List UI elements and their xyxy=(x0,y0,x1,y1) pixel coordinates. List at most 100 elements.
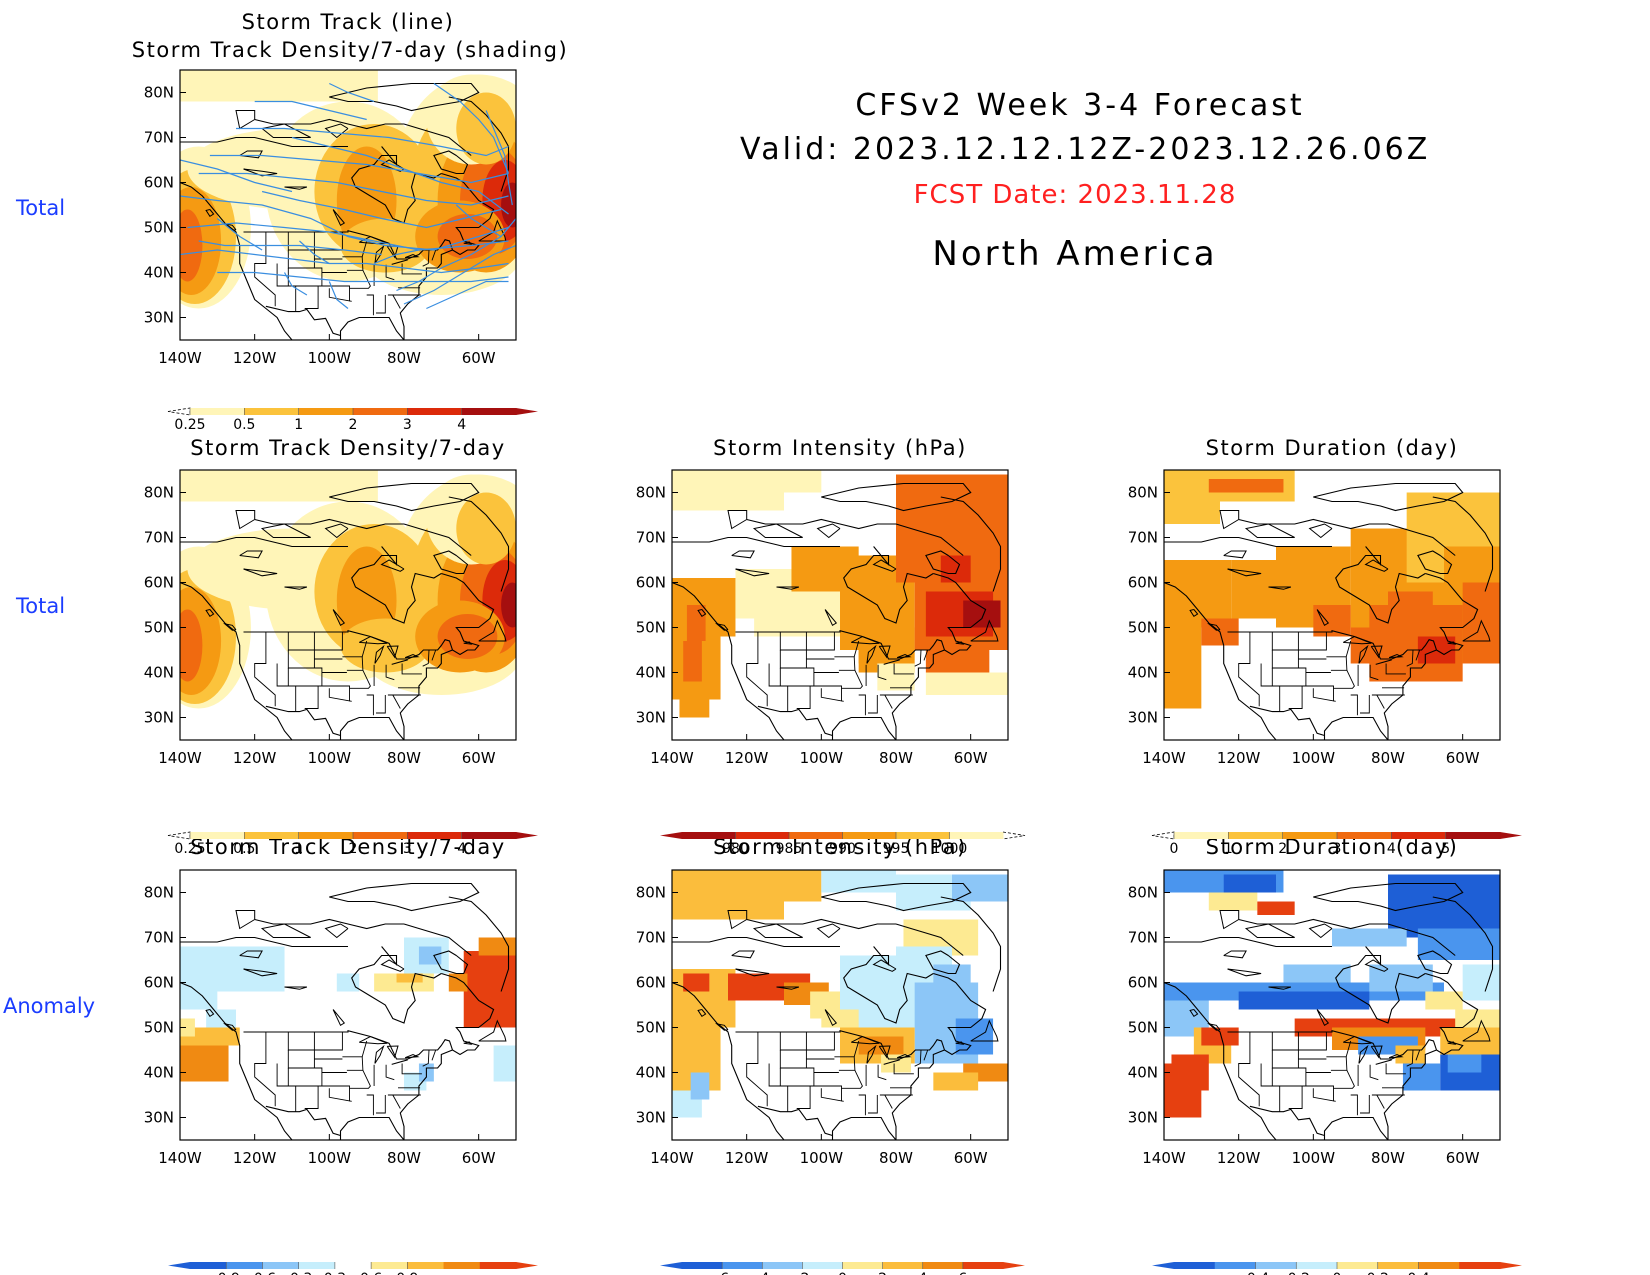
state-border-8 xyxy=(1305,1085,1334,1102)
colorbar-swatch xyxy=(298,1262,336,1269)
colorbar-over-arrow xyxy=(1500,832,1522,839)
intensity-anomaly-cell xyxy=(683,973,710,992)
colorbar-label: 2 xyxy=(1278,841,1287,857)
map-content xyxy=(672,870,1008,1140)
map-frame xyxy=(1163,869,1501,1141)
lat-tick-label: 40N xyxy=(144,264,174,282)
colorbar-label: 995 xyxy=(883,841,910,857)
colorbar-label: 985 xyxy=(776,841,803,857)
coastline-1 xyxy=(784,739,786,740)
colorbar-swatch xyxy=(1255,1262,1297,1269)
colorbar-density: 0.25 0.5 1 2 3 4 xyxy=(167,831,538,857)
island-outline-5 xyxy=(1308,523,1333,539)
lon-tick-label: 120W xyxy=(1217,749,1261,767)
island-outline-5 xyxy=(324,523,349,539)
island-outline-3 xyxy=(970,1019,999,1042)
island-outline-3 xyxy=(1462,1019,1491,1042)
colorbar-swatch xyxy=(802,1262,843,1269)
lake-outline-7 xyxy=(776,986,800,990)
map-panel-3: 140W 120W 100W 80W 60W 80N 70N 60N 50N 40N 30N xyxy=(636,469,1009,767)
colorbar-swatch xyxy=(882,1262,924,1269)
coastline-5 xyxy=(180,136,348,148)
colorbar-label: 990 xyxy=(829,841,856,857)
state-border-8 xyxy=(813,685,842,702)
colorbar-label: -2 xyxy=(795,1271,809,1275)
state-border-10 xyxy=(1312,688,1336,702)
map-frame xyxy=(179,869,517,1141)
lake-outline-5 xyxy=(243,568,278,577)
state-border-23 xyxy=(923,649,929,661)
coastline-2 xyxy=(831,1116,897,1140)
density-anomaly-cell xyxy=(448,973,468,992)
lon-tick-label: 140W xyxy=(650,749,694,767)
lat-tick-label: 70N xyxy=(144,529,174,547)
coastline-0 xyxy=(180,981,293,1140)
coastline-0 xyxy=(672,581,785,740)
density-contour xyxy=(180,209,203,282)
island-outline-7 xyxy=(1219,510,1240,530)
colorbar-swatch xyxy=(1174,1262,1216,1269)
lon-tick-label: 80W xyxy=(1371,749,1405,767)
state-border-5 xyxy=(314,632,343,651)
state-border-22 xyxy=(1406,1049,1414,1067)
state-border-13 xyxy=(349,670,371,689)
lat-tick-label: 70N xyxy=(1128,929,1158,947)
coastline-2 xyxy=(339,1116,405,1140)
colorbar-label: 0.2 xyxy=(1367,1271,1389,1275)
intensity-cell xyxy=(940,555,971,583)
colorbar-label: 980 xyxy=(722,841,749,857)
lat-tick-label: 40N xyxy=(636,664,666,682)
colorbar-over-arrow xyxy=(516,1262,538,1269)
state-border-23 xyxy=(431,249,437,261)
coastline-8 xyxy=(1387,923,1456,956)
colorbar-swatch xyxy=(1282,832,1338,839)
density-anomaly-cell xyxy=(396,973,423,983)
lake-outline-1 xyxy=(1358,644,1369,664)
colorbar-swatch xyxy=(334,1262,372,1269)
coastline-5 xyxy=(1164,936,1332,948)
storm-track-line xyxy=(396,218,516,292)
lat-tick-label: 50N xyxy=(1128,619,1158,637)
island-outline-4 xyxy=(380,559,405,572)
coastline-2 xyxy=(339,316,405,340)
state-border-13 xyxy=(841,1070,863,1089)
island-outline-1 xyxy=(205,1009,215,1017)
density-contour xyxy=(501,182,516,228)
state-border-18 xyxy=(401,663,422,675)
storm-track-line xyxy=(216,218,263,251)
island-outline-6 xyxy=(752,523,803,538)
colorbar-swatch xyxy=(682,832,736,839)
state-border-22 xyxy=(914,1049,922,1067)
intensity-cell xyxy=(672,470,822,493)
colorbar-over-arrow xyxy=(1500,1262,1522,1269)
coastline-1 xyxy=(1276,1139,1278,1140)
colorbar-label: 0 xyxy=(1170,841,1179,857)
map-frame xyxy=(179,69,517,341)
colorbar-swatch xyxy=(842,832,897,839)
island-outline-5 xyxy=(324,923,349,939)
lat-tick-label: 70N xyxy=(144,129,174,147)
lat-tick-label: 30N xyxy=(636,1109,666,1127)
colorbar-label: 4 xyxy=(1387,841,1396,857)
coastline-0 xyxy=(180,581,293,740)
storm-track-line xyxy=(187,222,509,251)
island-outline-0 xyxy=(1207,623,1221,631)
duration-cell xyxy=(1350,627,1396,664)
lat-tick-label: 70N xyxy=(144,929,174,947)
map-frame xyxy=(671,469,1009,741)
state-border-5 xyxy=(1298,632,1327,651)
island-outline-2 xyxy=(955,641,965,645)
island-outline-0 xyxy=(715,623,729,631)
colorbar-under-arrow xyxy=(1151,831,1175,840)
island-outline-4 xyxy=(872,559,897,572)
colorbar-swatch xyxy=(949,832,1004,839)
coastline-6 xyxy=(254,118,404,130)
lat-tick-label: 50N xyxy=(144,1019,174,1037)
lon-tick-label: 80W xyxy=(879,1149,913,1167)
colorbar-label: -0.2 xyxy=(1283,1271,1310,1275)
lake-outline-1 xyxy=(866,644,877,664)
colorbar-swatch xyxy=(298,832,354,839)
coastline-10 xyxy=(448,896,510,992)
lon-tick-label: 80W xyxy=(1371,1149,1405,1167)
